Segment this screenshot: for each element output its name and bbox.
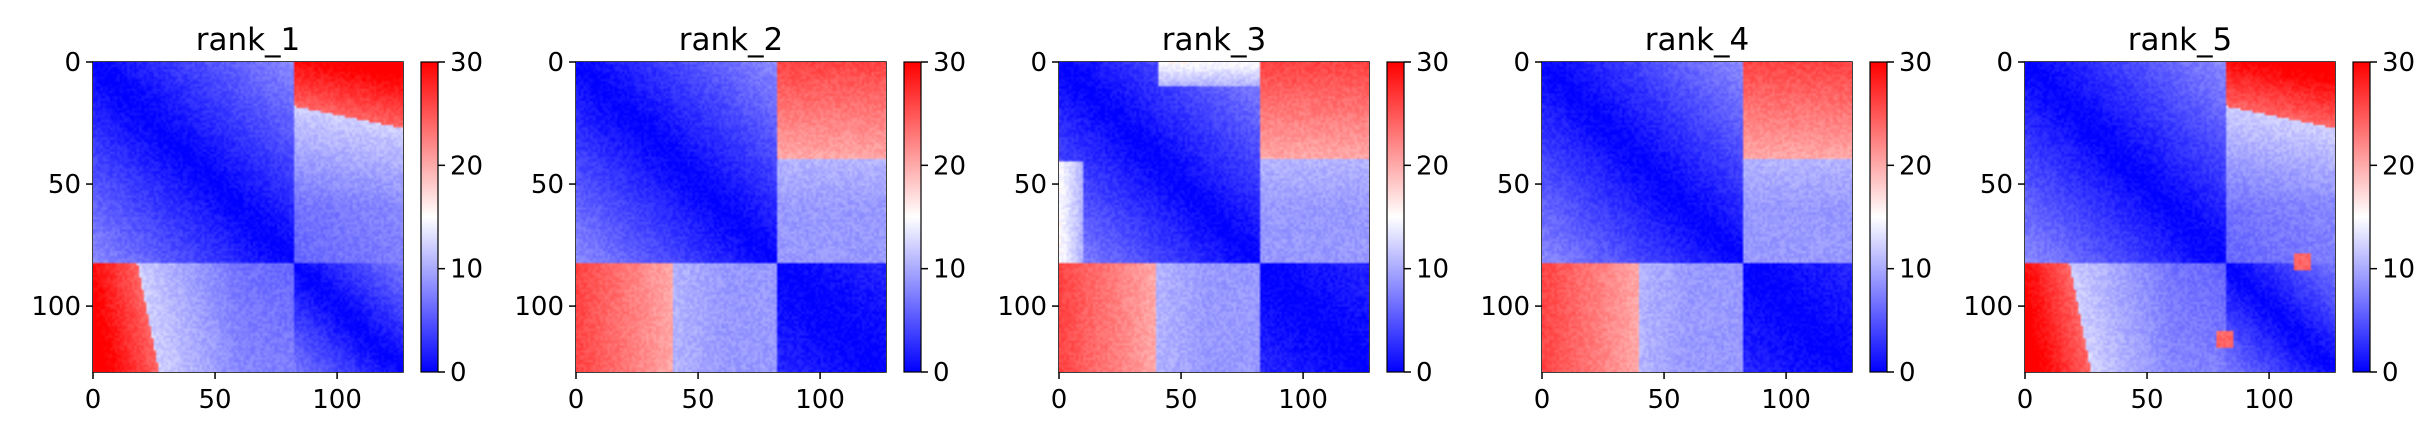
y-tick-label: 0 — [1030, 48, 1047, 78]
colorbar — [1386, 61, 1405, 373]
y-tick-label: 50 — [1497, 170, 1530, 200]
colorbar — [420, 61, 439, 373]
panel-rank_1: rank_1 0 50 100 0 50 100 0 10 20 30 — [31, 22, 483, 415]
colorbar-tick-label: 10 — [933, 255, 966, 285]
colorbar-tick-label: 0 — [2382, 358, 2399, 388]
chart-title: rank_4 — [1645, 22, 1750, 58]
y-tick-label: 100 — [1963, 292, 2013, 322]
x-tick-label: 0 — [85, 385, 102, 415]
panel-rank_4: rank_4 0 50 100 0 50 100 0 10 20 30 — [1480, 22, 1932, 415]
colorbar-tick-label: 30 — [1416, 48, 1449, 78]
x-tick-label: 50 — [199, 385, 232, 415]
y-tick-label: 0 — [1513, 48, 1530, 78]
colorbar-tick-label: 0 — [1899, 358, 1916, 388]
x-tick-label: 0 — [2017, 385, 2034, 415]
x-tick-label: 100 — [2244, 385, 2294, 415]
y-tick-label: 50 — [1980, 170, 2013, 200]
x-tick-label: 50 — [682, 385, 715, 415]
x-tick-label: 100 — [1278, 385, 1328, 415]
y-tick-label: 100 — [997, 292, 1047, 322]
colorbar-tick-label: 20 — [1416, 151, 1449, 181]
colorbar-tick-label: 10 — [1416, 255, 1449, 285]
colorbar-tick-label: 0 — [1416, 358, 1433, 388]
colorbar — [903, 61, 922, 373]
y-tick-label: 50 — [531, 170, 564, 200]
chart-title: rank_2 — [679, 22, 784, 58]
heatmap-image — [1059, 62, 1369, 372]
chart-title: rank_3 — [1162, 22, 1267, 58]
colorbar-tick-label: 10 — [2382, 255, 2415, 285]
x-tick-label: 0 — [1051, 385, 1068, 415]
colorbar-tick-label: 30 — [1899, 48, 1932, 78]
colorbar — [1869, 61, 1888, 373]
colorbar-tick-label: 20 — [450, 151, 483, 181]
heatmap-image — [1542, 62, 1852, 372]
colorbar — [2352, 61, 2371, 373]
x-tick-label: 100 — [1761, 385, 1811, 415]
x-tick-label: 100 — [795, 385, 845, 415]
chart-title: rank_5 — [2128, 22, 2233, 58]
colorbar-tick-label: 30 — [2382, 48, 2415, 78]
heatmap-image — [93, 62, 403, 372]
colorbar-tick-label: 0 — [450, 358, 467, 388]
heatmap-image — [2025, 62, 2335, 372]
x-tick-label: 0 — [1534, 385, 1551, 415]
colorbar-tick-label: 20 — [933, 151, 966, 181]
colorbar-tick-label: 30 — [933, 48, 966, 78]
y-tick-label: 50 — [48, 170, 81, 200]
colorbar-tick-label: 20 — [2382, 151, 2415, 181]
x-tick-label: 50 — [1165, 385, 1198, 415]
colorbar-tick-label: 30 — [450, 48, 483, 78]
panel-rank_2: rank_2 0 50 100 0 50 100 0 10 20 30 — [514, 22, 966, 415]
colorbar-tick-label: 20 — [1899, 151, 1932, 181]
y-tick-label: 100 — [1480, 292, 1530, 322]
x-tick-label: 100 — [312, 385, 362, 415]
y-tick-label: 50 — [1014, 170, 1047, 200]
y-tick-label: 0 — [1996, 48, 2013, 78]
chart-title: rank_1 — [196, 22, 301, 58]
colorbar-tick-label: 10 — [1899, 255, 1932, 285]
x-tick-label: 0 — [568, 385, 585, 415]
y-tick-label: 0 — [64, 48, 81, 78]
colorbar-tick-label: 10 — [450, 255, 483, 285]
heatmap-image — [576, 62, 886, 372]
x-tick-label: 50 — [2131, 385, 2164, 415]
x-tick-label: 50 — [1648, 385, 1681, 415]
y-tick-label: 0 — [547, 48, 564, 78]
colorbar-tick-label: 0 — [933, 358, 950, 388]
y-tick-label: 100 — [514, 292, 564, 322]
y-tick-label: 100 — [31, 292, 81, 322]
